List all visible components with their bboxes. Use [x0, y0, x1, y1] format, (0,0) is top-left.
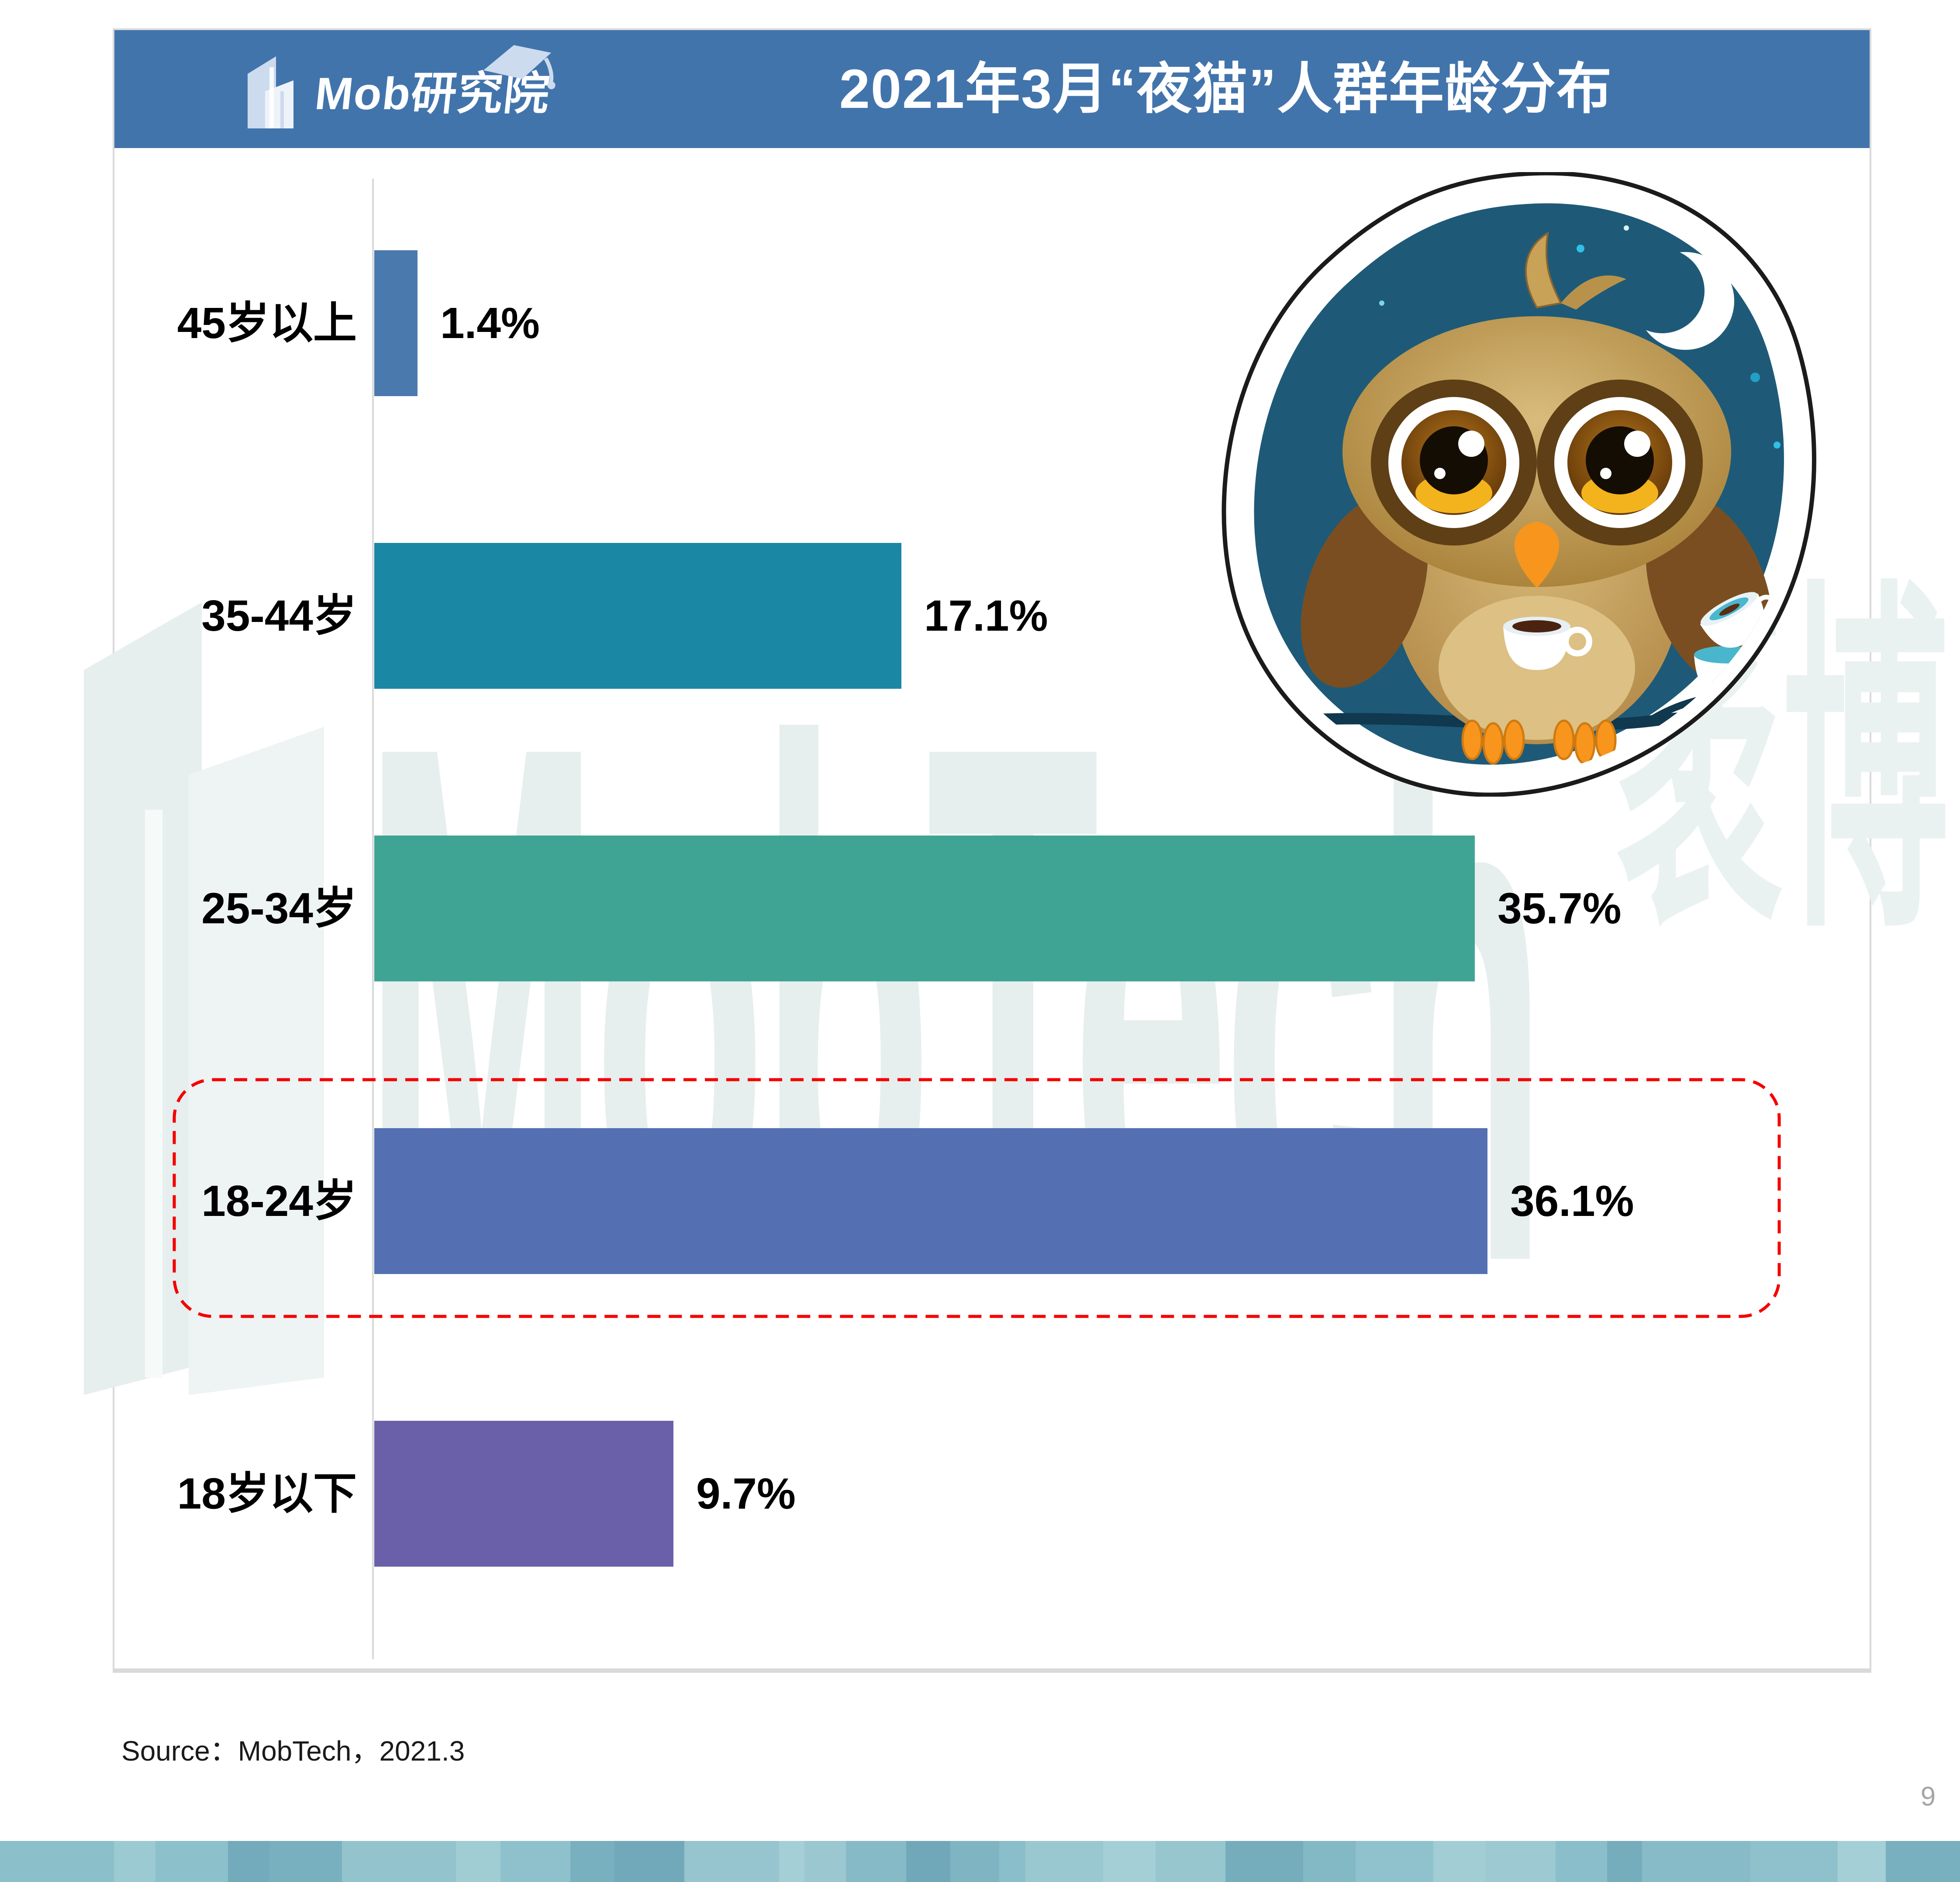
footer-decoration-segment [846, 1841, 906, 1882]
source-note: Source：MobTech，2021.3 [121, 1735, 465, 1767]
chart-row: 18岁以下 9.7% [114, 1421, 1870, 1567]
footer-decoration-segment [570, 1841, 614, 1882]
footer-decoration-segment [614, 1841, 684, 1882]
stars [1379, 225, 1781, 449]
building-icon [248, 56, 293, 128]
footer-decoration-segment [0, 1841, 114, 1882]
footer-decoration-segment [804, 1841, 846, 1882]
watermark-building-icon [84, 602, 324, 1395]
footer-decoration-segment [779, 1841, 804, 1882]
category-label: 18-24岁 [201, 1177, 357, 1226]
footer-decoration-segment [1486, 1841, 1556, 1882]
bar-value: 9.7% [696, 1469, 796, 1518]
footer-decoration-segment [228, 1841, 269, 1882]
footer-decoration-segment [1642, 1841, 1750, 1882]
footer-decoration-segment [456, 1841, 500, 1882]
footer-decoration-segment [1025, 1841, 1103, 1882]
footer-decoration-segment [1156, 1841, 1225, 1882]
owl-illustration [1222, 172, 1816, 797]
bar [374, 543, 901, 689]
footer-decoration-segment [342, 1841, 456, 1882]
bar-value: 35.7% [1498, 884, 1622, 933]
bar-value: 1.4% [440, 299, 540, 348]
bar [374, 1128, 1487, 1274]
chart-title: 2021年3月“夜猫”人群年龄分布 [839, 58, 1613, 120]
chart-row: 18-24岁 36.1% [114, 1128, 1870, 1274]
bar [374, 836, 1475, 981]
footer-decoration-segment [1750, 1841, 1838, 1882]
bar [374, 1421, 673, 1567]
axis-line [372, 179, 374, 1659]
footer-decoration-segment [500, 1841, 570, 1882]
footer-decoration-segment [999, 1841, 1025, 1882]
coffee-cup-icon [1503, 617, 1592, 670]
bar-value: 17.1% [924, 591, 1048, 640]
footer-decoration-segment [950, 1841, 999, 1882]
footer-decoration-segment [155, 1841, 228, 1882]
beak [1514, 521, 1560, 588]
crescent-moon-icon [1620, 249, 1734, 350]
chart-row: 45岁以上 1.4% [114, 250, 1870, 396]
footer-decoration-segment [1433, 1841, 1486, 1882]
category-label: 25-34岁 [201, 884, 357, 933]
chart-card: MobTech 袤博 Mob研究院 2021年3月“夜猫”人群年龄分布 [84, 28, 1949, 1673]
footer-decoration-segment [114, 1841, 155, 1882]
footer-decoration-segment [1838, 1841, 1886, 1882]
footer-decoration-segment [1356, 1841, 1433, 1882]
mob-research-logo: Mob研究院 [239, 45, 556, 128]
owl [1301, 231, 1773, 765]
footer-decoration-segment [1103, 1841, 1156, 1882]
footer-decoration-segment [906, 1841, 950, 1882]
footer-decoration-segment [1225, 1841, 1303, 1882]
category-label: 35-44岁 [201, 591, 357, 640]
chart-row: 35-44岁 17.1% [114, 543, 1870, 689]
graduation-cap-icon [483, 45, 556, 90]
card-header: Mob研究院 2021年3月“夜猫”人群年龄分布 [114, 30, 1870, 148]
category-label: 18岁以下 [177, 1469, 357, 1518]
bar-value: 36.1% [1510, 1177, 1634, 1226]
footer-decoration-segment [1303, 1841, 1356, 1882]
chart-row: 25-34岁 35.7% [114, 836, 1870, 981]
footer-decoration-segment [1607, 1841, 1642, 1882]
footer-decoration-segment [1556, 1841, 1607, 1882]
category-label: 45岁以上 [177, 299, 357, 348]
bar [374, 250, 418, 396]
footer-decoration-segment [269, 1841, 342, 1882]
page-number: 9 [1920, 1782, 1936, 1812]
feet [1461, 719, 1617, 765]
footer-decoration-segment [1886, 1841, 1960, 1882]
footer-decoration-segment [684, 1841, 779, 1882]
footer-decoration [0, 1841, 1960, 1882]
